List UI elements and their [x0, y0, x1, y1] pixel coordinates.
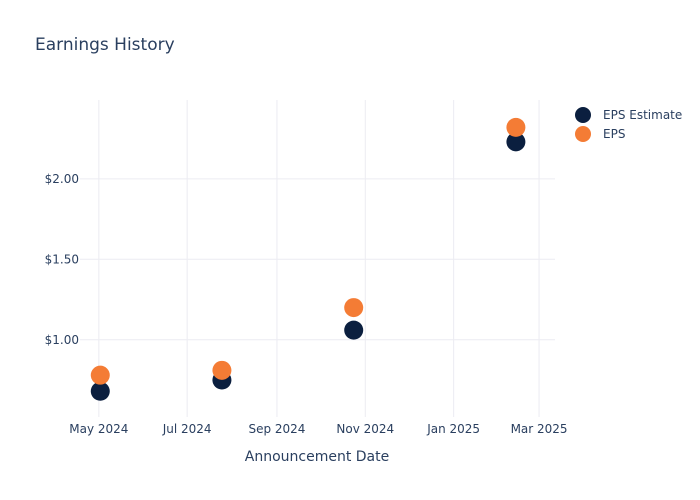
eps-point[interactable] — [506, 117, 526, 137]
eps-point[interactable] — [344, 298, 364, 318]
x-tick-label: Mar 2025 — [511, 422, 568, 436]
grid — [80, 100, 555, 417]
legend-item-eps-estimate[interactable]: EPS Estimate — [575, 107, 682, 123]
legend-marker — [575, 126, 591, 142]
legend[interactable]: EPS Estimate EPS — [575, 107, 682, 142]
eps-point[interactable] — [90, 365, 110, 385]
x-tick-label: Jul 2024 — [162, 422, 212, 436]
eps-estimate-point[interactable] — [344, 320, 364, 340]
x-tick-label: Nov 2024 — [336, 422, 394, 436]
y-tick-label: $1.50 — [45, 252, 79, 266]
eps-estimate-point[interactable] — [506, 132, 526, 152]
axis-ticks: May 2024 Jul 2024 Sep 2024 Nov 2024 Jan 2025… — [45, 172, 568, 436]
x-tick-label: May 2024 — [69, 422, 128, 436]
y-tick-label: $2.00 — [45, 172, 79, 186]
eps-point[interactable] — [212, 360, 232, 380]
legend-label: EPS — [603, 127, 625, 141]
y-tick-label: $1.00 — [45, 333, 79, 347]
data-points — [90, 117, 526, 401]
x-tick-label: Sep 2024 — [248, 422, 305, 436]
legend-label: EPS Estimate — [603, 108, 682, 122]
chart-title: Earnings History — [35, 35, 175, 55]
x-tick-label: Jan 2025 — [426, 422, 480, 436]
legend-marker — [575, 107, 591, 123]
legend-item-eps[interactable]: EPS — [575, 126, 625, 142]
x-axis-title: Announcement Date — [245, 449, 389, 465]
eps-estimate-point[interactable] — [90, 381, 110, 401]
